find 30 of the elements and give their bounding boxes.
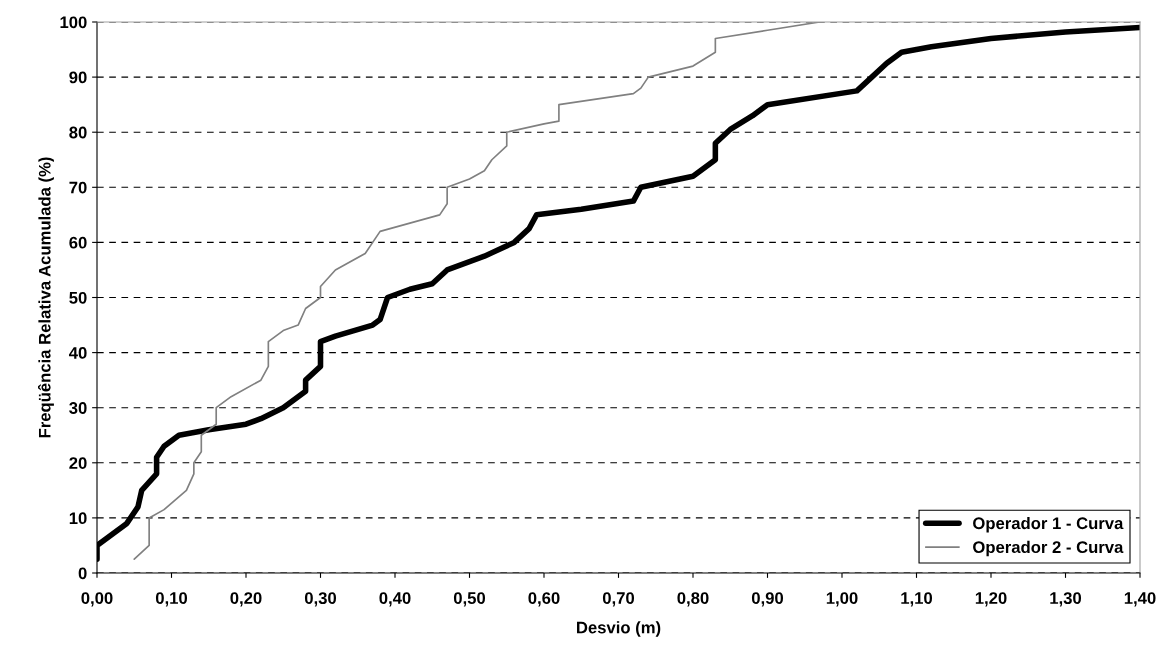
y-tick-label: 90 [69, 71, 87, 84]
x-tick-label: 1,20 [975, 592, 1007, 607]
y-tick-label: 30 [69, 402, 87, 414]
y-tick-label: 100 [60, 16, 87, 29]
x-tick-label: 0,60 [528, 592, 560, 607]
x-tick-label: 0,70 [602, 592, 635, 607]
legend-label: Operador 2 - Curva [973, 540, 1124, 557]
y-tick-label: 10 [69, 512, 87, 525]
x-tick-label: 1,30 [1050, 592, 1082, 607]
x-tick-label: 0,80 [677, 592, 709, 607]
y-tick-label: 0 [78, 567, 87, 580]
y-tick-label: 70 [69, 181, 87, 194]
x-tick-label: 1,10 [901, 592, 933, 607]
legend-label: Operador 1 - Curva [973, 516, 1124, 533]
y-tick-label: 80 [69, 126, 87, 139]
x-tick-label: 0,30 [304, 592, 337, 607]
y-tick-label: 20 [69, 457, 87, 469]
x-tick-label: 0,50 [453, 592, 486, 607]
x-tick-label: 0,40 [379, 592, 411, 607]
x-tick-label: 0,10 [155, 592, 188, 607]
x-tick-label: 0,90 [751, 592, 784, 607]
y-tick-label: 60 [69, 236, 87, 249]
y-tick-label: 50 [69, 291, 87, 304]
y-tick-label: 40 [68, 347, 87, 359]
x-axis-title: Desvio (m) [577, 621, 661, 637]
x-tick-label: 1,40 [1124, 592, 1156, 607]
x-tick-label: 0,00 [81, 592, 113, 607]
x-tick-label: 0,20 [230, 592, 262, 607]
x-tick-label: 1,00 [826, 592, 858, 607]
y-axis-title: Freqüência Relativa Acumulada (%) [38, 157, 54, 438]
